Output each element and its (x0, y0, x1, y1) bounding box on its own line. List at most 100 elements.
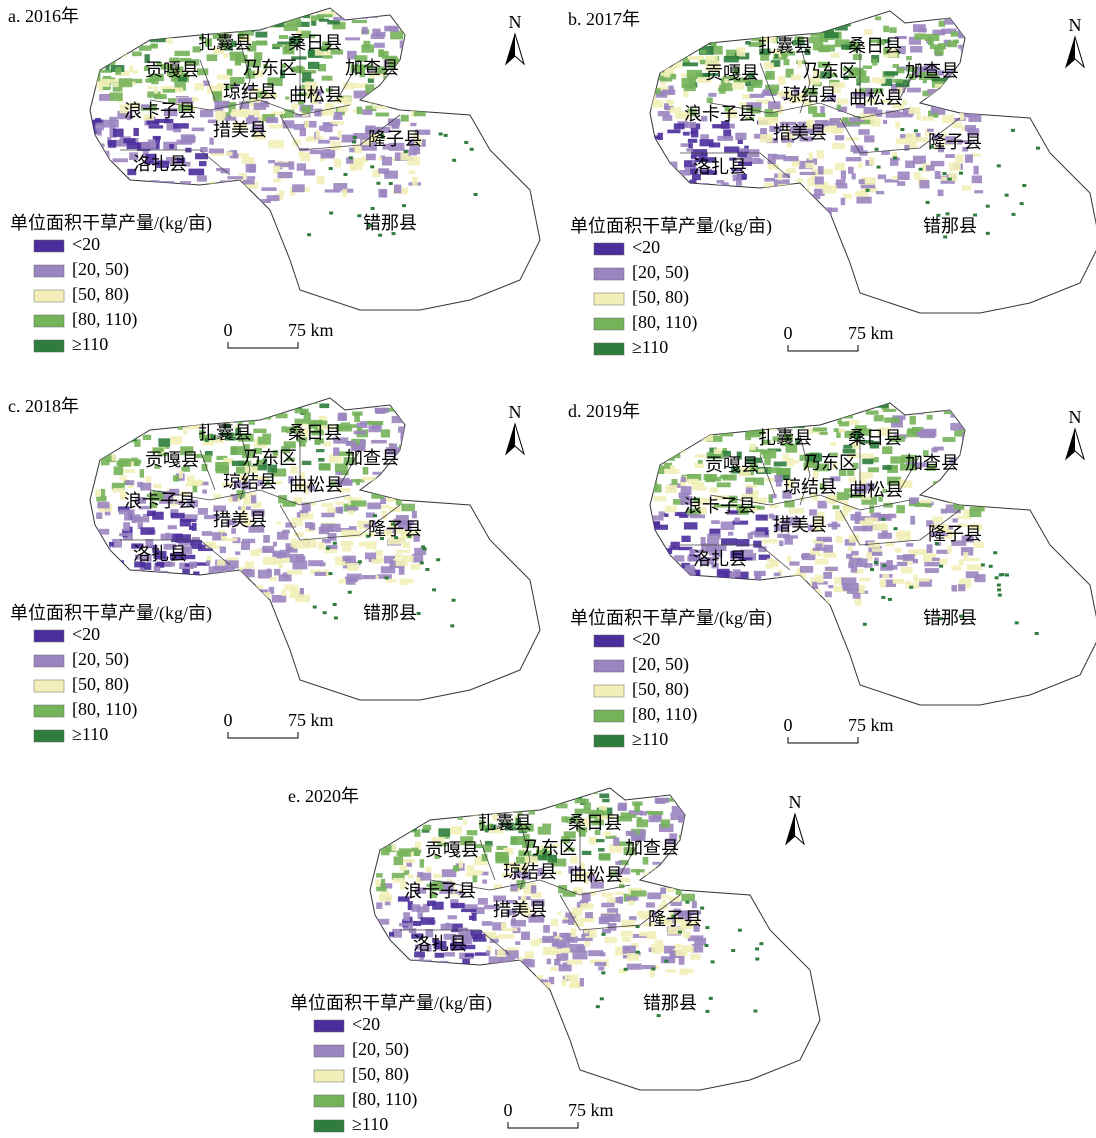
raster-cell (388, 960, 396, 968)
raster-cell (869, 505, 874, 513)
raster-cell (655, 798, 669, 803)
raster-cell (91, 22, 105, 28)
raster-cell (100, 573, 113, 581)
raster-cell (209, 185, 223, 194)
raster-cell (889, 27, 896, 33)
raster-cell (953, 122, 962, 128)
raster-cell (739, 148, 749, 151)
raster-cell (215, 584, 221, 591)
raster-cell (841, 577, 856, 585)
raster-cell (760, 134, 772, 143)
raster-cell (948, 178, 952, 181)
raster-cell (916, 112, 921, 120)
raster-cell (467, 830, 478, 835)
raster-cell (202, 490, 207, 494)
raster-cell (654, 521, 660, 524)
raster-cell (860, 578, 871, 582)
raster-cell (959, 100, 971, 105)
raster-cell (412, 511, 417, 518)
county-label: 乃东区 (803, 61, 857, 81)
raster-cell (694, 423, 701, 430)
raster-cell (336, 507, 342, 513)
raster-cell (509, 984, 522, 991)
raster-cell (767, 558, 774, 562)
raster-cell (968, 42, 976, 49)
raster-cell (162, 192, 167, 196)
raster-cell (853, 593, 861, 599)
raster-cell (154, 573, 161, 578)
raster-cell (874, 561, 878, 564)
raster-cell (809, 152, 813, 161)
legend-label: [50, 80) (352, 1064, 409, 1085)
raster-cell (672, 432, 680, 441)
raster-cell (408, 68, 422, 74)
scale-start: 0 (504, 1100, 513, 1120)
raster-cell (342, 547, 351, 552)
raster-cell (308, 560, 323, 566)
raster-cell (100, 34, 113, 38)
raster-cell (377, 815, 389, 823)
raster-cell (100, 427, 109, 433)
raster-cell (321, 503, 333, 507)
raster-cell (408, 470, 420, 473)
raster-cell (848, 167, 854, 174)
raster-cell (835, 135, 844, 140)
raster-cell (640, 830, 646, 836)
raster-cell (859, 454, 875, 459)
raster-cell (872, 77, 886, 82)
raster-cell (915, 549, 927, 555)
county-label: 桑日县 (848, 428, 902, 448)
raster-cell (163, 17, 168, 21)
raster-cell (297, 163, 306, 170)
raster-cell (494, 808, 509, 813)
raster-cell (329, 212, 333, 215)
raster-cell (316, 130, 320, 139)
raster-cell (770, 418, 778, 424)
raster-cell (180, 204, 194, 208)
raster-cell (370, 808, 381, 814)
raster-cell (125, 192, 131, 198)
legend-label: [50, 80) (72, 674, 129, 695)
raster-cell (878, 533, 892, 539)
raster-cell (113, 570, 128, 575)
raster-cell (354, 413, 360, 422)
county-label: 浪卡子县 (124, 101, 196, 121)
county-label: 隆子县 (928, 132, 982, 152)
raster-cell (160, 589, 166, 592)
raster-cell (970, 479, 984, 485)
raster-cell (668, 860, 683, 869)
raster-cell (226, 152, 232, 156)
raster-cell (401, 153, 409, 161)
raster-cell (183, 430, 187, 435)
raster-cell (390, 8, 397, 13)
raster-cell (584, 941, 590, 946)
raster-cell (823, 28, 834, 33)
raster-cell (803, 25, 808, 33)
raster-cell (947, 95, 952, 102)
raster-cell (897, 181, 905, 186)
raster-cell (132, 70, 139, 74)
north-arrow-fill (506, 424, 515, 454)
raster-cell (270, 395, 284, 400)
county-label: 加查县 (625, 838, 679, 858)
raster-cell (866, 404, 873, 407)
raster-cell (255, 32, 267, 38)
raster-cell (997, 588, 1001, 591)
raster-cell (768, 101, 780, 109)
raster-cell (677, 433, 689, 442)
raster-cell (789, 508, 804, 514)
raster-cell (664, 193, 677, 198)
raster-cell (755, 958, 759, 961)
raster-cell (671, 950, 676, 957)
raster-cell (138, 408, 147, 414)
raster-cell (401, 478, 414, 486)
raster-cell (783, 156, 798, 161)
raster-cell (772, 589, 784, 596)
raster-cell (927, 544, 933, 553)
raster-cell (100, 35, 114, 42)
raster-cell (321, 513, 334, 518)
raster-cell (800, 566, 813, 573)
raster-cell (128, 570, 135, 577)
raster-cell (472, 787, 480, 790)
figure: 扎囊县桑日县贡嘎县乃东区加查县琼结县曲松县浪卡子县措美县隆子县洛扎县错那县a. … (0, 0, 1096, 1133)
